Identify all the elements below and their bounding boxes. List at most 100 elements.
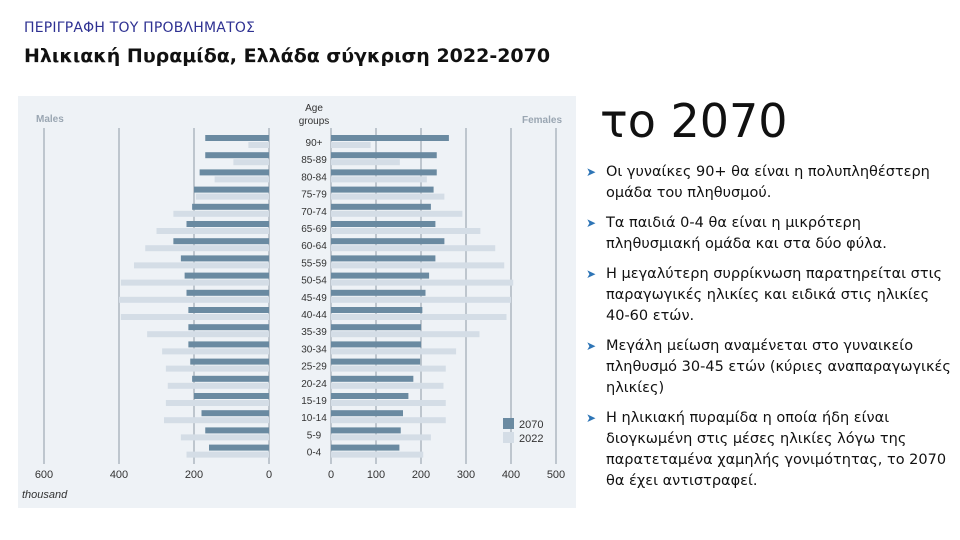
- age-group-label: 45-49: [301, 293, 327, 304]
- female-tick-label: 400: [502, 469, 520, 481]
- bar-female-2070: [331, 427, 401, 434]
- bar-male-2022: [165, 365, 269, 372]
- bar-female-2022: [331, 228, 481, 234]
- bar-male-2070: [180, 255, 269, 262]
- female-tick-label: 200: [412, 469, 430, 481]
- bar-male-2022: [248, 142, 269, 148]
- key-point-text: Η ηλικιακή πυραμίδα η οποία ήδη είναι δι…: [606, 410, 947, 489]
- bar-male-2070: [192, 375, 269, 382]
- key-point-text: Μεγάλη μείωση αναμένεται στο γυναικείο π…: [606, 338, 951, 396]
- key-points-list: ➤ Οι γυναίκες 90+ θα είναι η πολυπληθέστε…: [586, 162, 956, 501]
- bar-male-2070: [188, 307, 269, 313]
- bar-female-2022: [331, 314, 507, 320]
- bar-male-2070: [188, 341, 269, 348]
- age-group-label: 20-24: [301, 379, 327, 390]
- bar-male-2022: [173, 210, 269, 217]
- population-pyramid-panel: Males Females Age groups 90+ 85-89 80-84 75…: [18, 96, 576, 508]
- bar-male-2022: [145, 245, 269, 252]
- bar-male-2022: [214, 176, 269, 183]
- key-point-text: Η μεγαλύτερη συρρίκνωση παρατηρείται στι…: [606, 266, 942, 324]
- bar-female-2070: [331, 410, 403, 417]
- bar-female-2070: [331, 169, 437, 176]
- bar-male-2070: [199, 169, 269, 176]
- bar-male-2022: [120, 314, 269, 320]
- bar-female-2022: [331, 331, 480, 338]
- arrow-right-icon: ➤: [586, 411, 597, 425]
- female-tick-label: 100: [367, 469, 385, 481]
- bar-male-2070: [194, 393, 269, 399]
- bar-female-2022: [331, 210, 463, 217]
- bar-female-2070: [331, 203, 431, 210]
- age-group-label: 40-44: [301, 310, 327, 321]
- female-tick-label: 0: [328, 469, 334, 481]
- bar-male-2022: [180, 434, 269, 441]
- bar-male-2070: [186, 221, 269, 227]
- bar-male-2070: [186, 289, 269, 296]
- bar-female-2070: [331, 375, 414, 382]
- page-title: Ηλικιακή Πυραμίδα, Ελλάδα σύγκριση 2022-…: [24, 45, 551, 67]
- age-group-label: 85-89: [301, 155, 327, 166]
- bar-female-2022: [331, 159, 400, 166]
- legend-label: 2070: [519, 419, 543, 431]
- bar-male-2022: [195, 193, 269, 200]
- bar-male-2022: [147, 331, 269, 338]
- males-label: Males: [36, 114, 64, 125]
- age-group-label: 10-14: [301, 413, 327, 424]
- bar-female-2070: [331, 324, 421, 331]
- bar-female-2022: [331, 400, 446, 406]
- bar-male-2070: [201, 410, 269, 417]
- bar-male-2070: [194, 186, 269, 193]
- bar-female-2022: [331, 176, 427, 183]
- bar-female-2022: [331, 451, 424, 458]
- bar-male-2070: [190, 358, 269, 365]
- bar-male-2022: [186, 451, 269, 458]
- bar-male-2070: [205, 152, 269, 159]
- female-tick-label: 300: [457, 469, 475, 481]
- male-tick-label: 400: [110, 469, 128, 481]
- legend-swatch: [503, 432, 514, 443]
- bar-female-2070: [331, 135, 449, 141]
- age-groups-label-line1: Age: [305, 103, 323, 114]
- bar-male-2070: [205, 427, 269, 434]
- bar-female-2022: [331, 279, 514, 286]
- arrow-right-icon: ➤: [586, 267, 597, 281]
- bar-female-2070: [331, 221, 436, 227]
- key-point: ➤ Μεγάλη μείωση αναμένεται στο γυναικείο …: [586, 336, 956, 399]
- population-pyramid-chart: Males Females Age groups 90+ 85-89 80-84 75…: [22, 103, 565, 501]
- bar-male-2070: [205, 135, 269, 141]
- bar-male-2070: [209, 444, 269, 451]
- age-group-label: 15-19: [301, 396, 327, 407]
- age-group-label: 55-59: [301, 258, 327, 269]
- age-group-label: 5-9: [307, 430, 322, 441]
- age-group-label: 80-84: [301, 172, 327, 183]
- bar-female-2070: [331, 289, 426, 296]
- bar-female-2070: [331, 255, 436, 262]
- bar-male-2070: [173, 238, 269, 245]
- key-point-text: Οι γυναίκες 90+ θα είναι η πολυπληθέστερ…: [606, 164, 930, 201]
- male-tick-label: 200: [185, 469, 203, 481]
- bar-female-2070: [331, 238, 445, 245]
- age-group-label: 0-4: [307, 448, 322, 459]
- bar-female-2022: [331, 348, 457, 355]
- male-tick-label: 600: [35, 469, 53, 481]
- bar-female-2022: [331, 382, 444, 389]
- bar-male-2022: [165, 400, 269, 406]
- female-tick-label: 500: [547, 469, 565, 481]
- bar-female-2070: [331, 307, 423, 313]
- bar-male-2022: [156, 228, 269, 234]
- key-point-text: Τα παιδιά 0-4 θα είναι η μικρότερη πληθυ…: [606, 215, 887, 252]
- bar-female-2022: [331, 262, 505, 269]
- bar-female-2022: [331, 434, 431, 441]
- legend-swatch: [503, 418, 514, 429]
- bar-male-2022: [167, 382, 269, 389]
- bar-female-2022: [331, 417, 446, 424]
- bar-female-2070: [331, 341, 421, 348]
- bar-female-2070: [331, 444, 400, 451]
- bar-female-2022: [331, 365, 446, 372]
- bar-male-2022: [119, 296, 269, 303]
- unit-label: thousand: [22, 489, 68, 501]
- age-group-label: 30-34: [301, 344, 327, 355]
- age-group-label: 70-74: [301, 207, 327, 218]
- bar-male-2070: [184, 272, 269, 279]
- key-point: ➤ Οι γυναίκες 90+ θα είναι η πολυπληθέστε…: [586, 162, 956, 204]
